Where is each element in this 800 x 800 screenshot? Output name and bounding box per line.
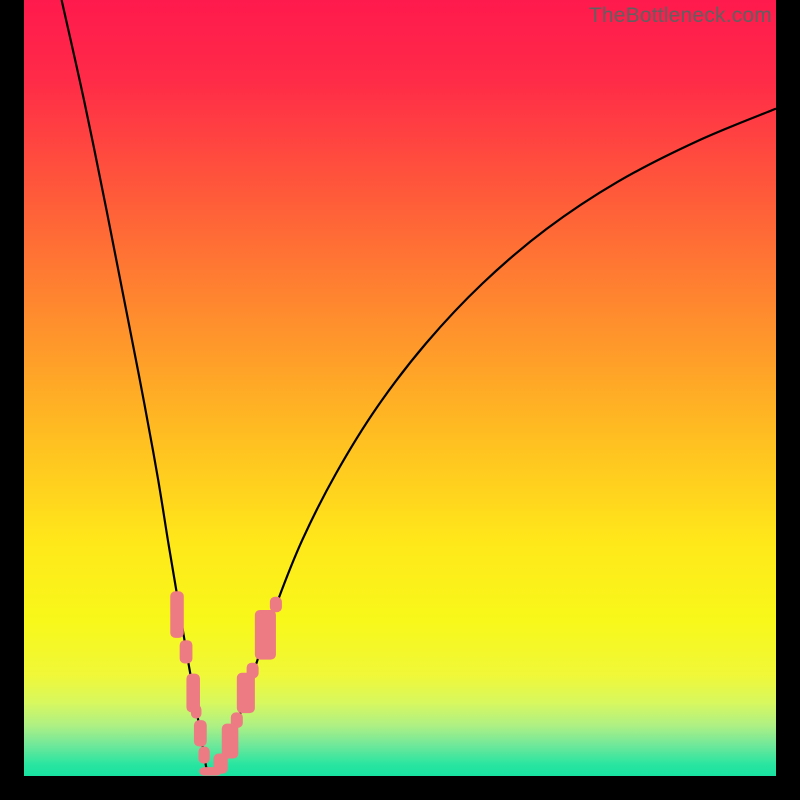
marker: [222, 724, 239, 759]
gradient-bg: [24, 0, 776, 776]
marker: [237, 673, 255, 713]
marker: [191, 705, 202, 719]
marker: [180, 640, 193, 663]
plot-area: [24, 0, 776, 776]
marker: [194, 720, 207, 746]
chart-frame: TheBottleneck.com: [0, 0, 800, 800]
marker: [270, 597, 282, 613]
marker: [231, 712, 243, 728]
chart-svg: [24, 0, 776, 776]
marker: [170, 591, 184, 638]
marker: [198, 747, 209, 764]
marker: [247, 663, 259, 679]
watermark-text: TheBottleneck.com: [589, 4, 772, 28]
marker: [255, 610, 276, 660]
